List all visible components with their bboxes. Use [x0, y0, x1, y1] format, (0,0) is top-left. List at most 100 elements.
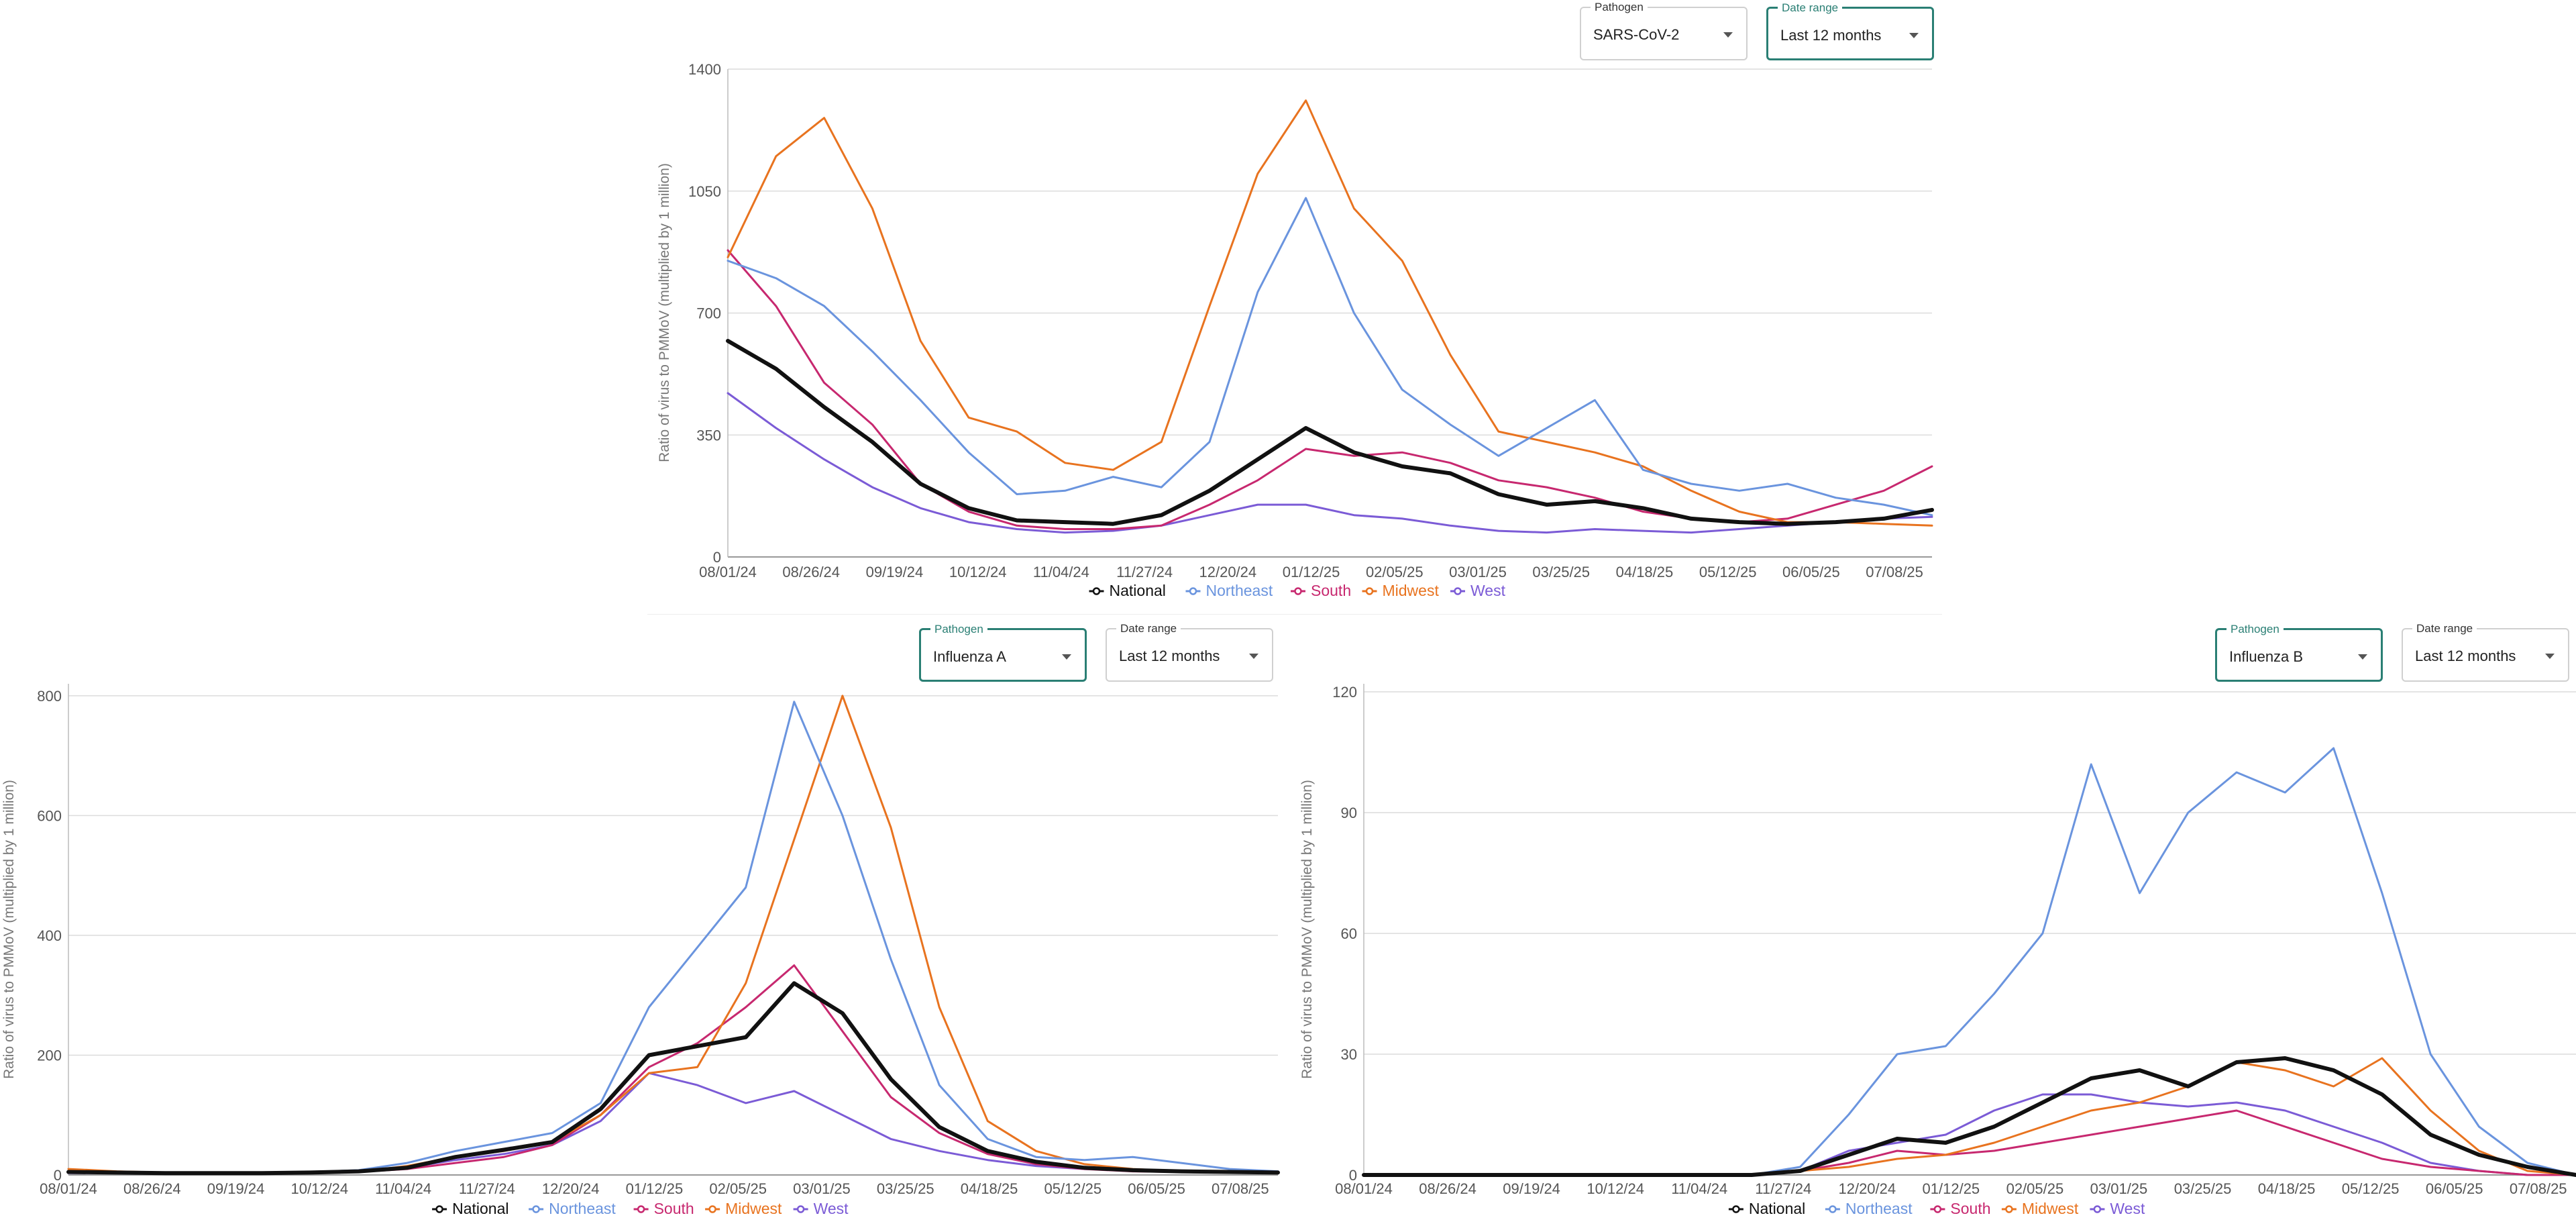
x-tick-label: 03/01/25 [1449, 564, 1507, 580]
legend-label: South [654, 1200, 694, 1217]
chevron-down-icon [1249, 654, 1258, 659]
y-tick-label: 0 [1349, 1167, 1357, 1184]
legend-item-midwest[interactable]: Midwest [2001, 1200, 2079, 1217]
x-tick-label: 01/12/25 [1923, 1180, 1980, 1197]
series-line-west[interactable] [67, 1072, 1279, 1174]
pathogen-select-label: Pathogen [2226, 623, 2284, 636]
chart-panel-influenza-b: Pathogen Influenza B Date range Last 12 … [1298, 615, 2576, 1232]
date-range-select-label: Date range [2412, 622, 2477, 635]
legend-label: Northeast [549, 1200, 616, 1217]
x-tick-label: 01/12/25 [626, 1180, 684, 1197]
x-tick-label: 12/20/24 [542, 1180, 600, 1197]
x-tick-label: 12/20/24 [1199, 564, 1257, 580]
legend-label: Midwest [2022, 1200, 2079, 1217]
y-tick-label: 400 [37, 927, 62, 944]
series-line-south[interactable] [1362, 1109, 2576, 1176]
x-tick-label: 03/25/25 [2174, 1180, 2232, 1197]
pathogen-select[interactable]: Pathogen Influenza B [2215, 623, 2383, 682]
legend-label: National [1110, 582, 1166, 599]
x-tick-label: 08/01/24 [40, 1180, 97, 1197]
series-line-northeast[interactable] [67, 701, 1279, 1174]
legend-label: National [1749, 1200, 1805, 1217]
legend-label: Midwest [1383, 582, 1440, 599]
chart-controls: Pathogen Influenza A Date range Last 12 … [919, 622, 1273, 682]
series-line-midwest[interactable] [727, 99, 1933, 527]
x-tick-label: 09/19/24 [207, 1180, 265, 1197]
x-tick-label: 03/01/25 [793, 1180, 851, 1197]
date-range-select-value: Last 12 months [1780, 27, 1882, 44]
y-tick-label: 1400 [688, 61, 721, 78]
x-tick-label: 05/12/25 [1044, 1180, 1102, 1197]
sars-cov-2-line-chart: 0 350 700 1050 1400 Ratio of virus to PMMoV (… [657, 61, 1934, 599]
date-range-select-label: Date range [1116, 622, 1181, 635]
x-tick-label: 10/12/24 [291, 1180, 349, 1197]
x-tick-label: 06/05/25 [1128, 1180, 1185, 1197]
legend-item-northeast[interactable]: Northeast [1825, 1200, 1913, 1217]
legend-marker-icon [2005, 1205, 2013, 1213]
x-tick-label: 11/04/24 [1033, 564, 1089, 580]
legend-item-midwest[interactable]: Midwest [705, 1200, 782, 1217]
chevron-down-icon [1062, 654, 1071, 660]
x-tick-label: 07/08/25 [1212, 1180, 1269, 1197]
y-tick-label: 600 [37, 807, 62, 824]
legend-item-west[interactable]: West [793, 1200, 849, 1217]
series-line-west[interactable] [727, 392, 1933, 534]
x-tick-label: 06/05/25 [1782, 564, 1840, 580]
series-line-south[interactable] [727, 249, 1933, 530]
legend-marker-icon [1454, 587, 1462, 595]
legend-item-midwest[interactable]: Midwest [1362, 582, 1440, 599]
y-tick-label: 800 [37, 688, 62, 705]
x-tick-label: 03/01/25 [2090, 1180, 2148, 1197]
legend-item-national[interactable]: National [1728, 1200, 1805, 1217]
date-range-select[interactable]: Date range Last 12 months [2402, 622, 2569, 682]
x-tick-label: 03/25/25 [877, 1180, 934, 1197]
legend-label: National [452, 1200, 508, 1217]
legend-item-northeast[interactable]: Northeast [1185, 582, 1273, 599]
x-tick-label: 08/26/24 [782, 564, 840, 580]
pathogen-select-label: Pathogen [1591, 1, 1648, 14]
series-line-national[interactable] [66, 981, 1280, 1176]
x-tick-label: 02/05/25 [2006, 1180, 2064, 1197]
legend-marker-icon [1294, 587, 1302, 595]
x-tick-label: 02/05/25 [1366, 564, 1424, 580]
y-tick-label: 60 [1341, 925, 1357, 942]
series-line-midwest[interactable] [67, 695, 1279, 1174]
pathogen-select-value: Influenza B [2229, 648, 2304, 665]
chart-panel-sars-cov-2: Pathogen SARS-CoV-2 Date range Last 12 m… [647, 0, 1942, 615]
legend-marker-icon [1933, 1205, 1942, 1213]
legend-item-northeast[interactable]: Northeast [529, 1200, 616, 1217]
legend-item-national[interactable]: National [1089, 582, 1166, 599]
x-tick-label: 07/08/25 [1866, 564, 1923, 580]
y-tick-label: 30 [1341, 1046, 1357, 1063]
x-tick-label: 06/05/25 [2426, 1180, 2483, 1197]
legend-marker-icon [435, 1205, 443, 1213]
legend-item-national[interactable]: National [432, 1200, 508, 1217]
x-tick-label: 11/04/24 [1671, 1180, 1727, 1197]
chart-panel-influenza-a: Pathogen Influenza A Date range Last 12 … [0, 615, 1288, 1232]
pathogen-select[interactable]: Pathogen Influenza A [919, 623, 1087, 682]
date-range-select[interactable]: Date range Last 12 months [1766, 1, 1934, 60]
legend-item-south[interactable]: South [1930, 1200, 1991, 1217]
x-tick-label: 08/26/24 [123, 1180, 181, 1197]
series-line-midwest[interactable] [1362, 1057, 2576, 1176]
legend-item-west[interactable]: West [2090, 1200, 2145, 1217]
legend-item-west[interactable]: West [1450, 582, 1506, 599]
legend-item-south[interactable]: South [633, 1200, 694, 1217]
pathogen-select[interactable]: Pathogen SARS-CoV-2 [1580, 1, 1748, 60]
x-tick-label: 05/12/25 [1699, 564, 1757, 580]
x-tick-label: 08/01/24 [1335, 1180, 1393, 1197]
chevron-down-icon [1909, 33, 1919, 38]
series-line-national[interactable] [726, 339, 1934, 526]
series-line-national[interactable] [1362, 1056, 2576, 1177]
y-tick-label: 700 [696, 305, 721, 322]
y-axis-title: Ratio of virus to PMMoV (multiplied by 1… [1, 780, 17, 1079]
y-tick-label: 200 [37, 1047, 62, 1064]
legend-label: West [1470, 582, 1506, 599]
x-tick-label: 01/12/25 [1283, 564, 1340, 580]
y-axis-title: Ratio of virus to PMMoV (multiplied by 1… [657, 163, 672, 462]
x-tick-label: 09/19/24 [1503, 1180, 1560, 1197]
legend-item-south[interactable]: South [1291, 582, 1351, 599]
x-tick-label: 07/08/25 [2510, 1180, 2567, 1197]
series-line-northeast[interactable] [727, 197, 1933, 517]
date-range-select[interactable]: Date range Last 12 months [1106, 622, 1273, 682]
